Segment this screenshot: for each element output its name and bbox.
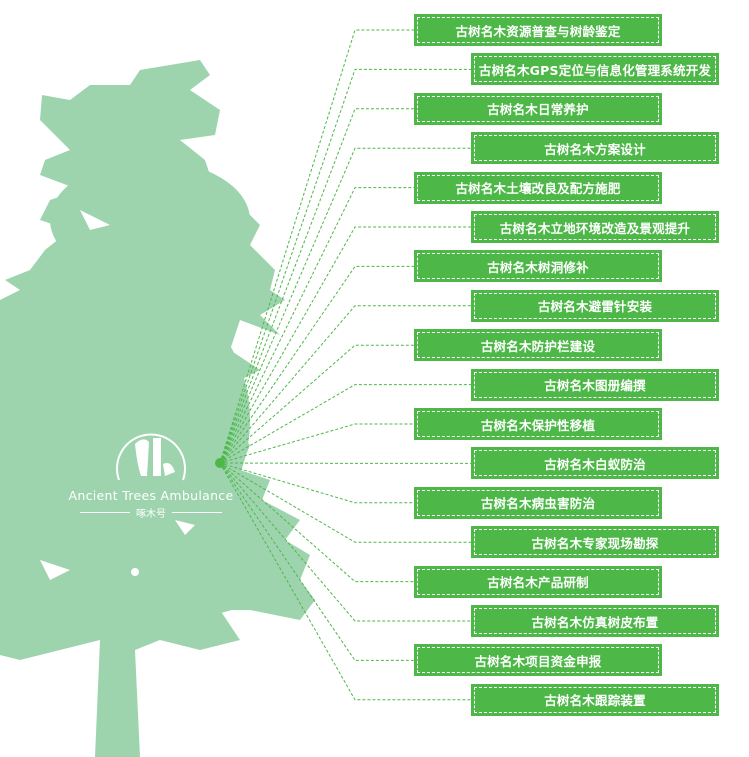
divider [80, 512, 130, 513]
service-item-label: 古树名木GPS定位与信息化管理系统开发 [474, 56, 716, 83]
service-item: 古树名木GPS定位与信息化管理系统开发 [471, 53, 719, 86]
service-item: 古树名木方案设计 [471, 132, 719, 165]
service-item-label: 古树名木方案设计 [474, 135, 716, 162]
connector-line [219, 226, 471, 464]
service-item: 古树名木专家现场勘探 [471, 526, 719, 559]
service-item-label: 古树名木项目资金申报 [417, 647, 659, 674]
service-item-label: 古树名木病虫害防治 [417, 489, 659, 516]
service-item-label: 古树名木资源普查与树龄鉴定 [417, 17, 659, 43]
service-item-label: 古树名木保护性移植 [417, 411, 659, 437]
connector-line [219, 462, 414, 504]
logo: Ancient Trees Ambulance 啄木号 [66, 424, 236, 520]
connector-line [219, 462, 471, 622]
service-item: 古树名木防护栏建设 [414, 329, 662, 362]
divider [172, 512, 222, 513]
service-item: 古树名木图册编撰 [471, 368, 719, 401]
connector-line [219, 108, 414, 464]
service-item-label: 古树名木日常养护 [417, 95, 659, 122]
service-item-label: 古树名木避雷针安装 [474, 292, 716, 319]
connector-line [219, 305, 471, 464]
service-item-label: 古树名木跟踪装置 [474, 686, 716, 713]
service-item-label: 古树名木白蚁防治 [474, 450, 716, 477]
connector-line [219, 384, 471, 464]
service-item: 古树名木保护性移植 [414, 408, 662, 440]
connector-line [219, 29, 414, 464]
service-item: 古树名木立地环境改造及景观提升 [471, 211, 719, 243]
service-item-label: 古树名木仿真树皮布置 [474, 608, 716, 634]
connector-line [219, 187, 414, 464]
service-item-label: 古树名木图册编撰 [474, 371, 716, 398]
service-item: 古树名木项目资金申报 [414, 644, 662, 677]
logo-chinese-text: 啄木号 [136, 509, 166, 520]
service-item: 古树名木资源普查与树龄鉴定 [414, 14, 662, 46]
connector-line [219, 423, 414, 464]
service-item: 古树名木避雷针安装 [471, 289, 719, 322]
service-item-label: 古树名木树洞修补 [417, 253, 659, 280]
service-item: 古树名木日常养护 [414, 92, 662, 125]
service-item: 古树名木树洞修补 [414, 250, 662, 283]
connector-line [219, 462, 471, 543]
connector-line [219, 147, 471, 464]
service-item: 古树名木产品研制 [414, 565, 662, 598]
service-item-label: 古树名木土壤改良及配方施肥 [417, 174, 659, 201]
service-item: 古树名木土壤改良及配方施肥 [414, 171, 662, 204]
connector-line [219, 462, 471, 701]
service-item: 古树名木病虫害防治 [414, 486, 662, 519]
service-item-label: 古树名木立地环境改造及景观提升 [474, 214, 716, 240]
connector-line [219, 68, 471, 464]
service-item: 古树名木跟踪装置 [471, 683, 719, 716]
connector-line [219, 265, 414, 464]
connector-line [219, 462, 414, 583]
service-item: 古树名木白蚁防治 [471, 447, 719, 480]
service-item-label: 古树名木产品研制 [417, 568, 659, 595]
hub-dot [215, 458, 225, 468]
service-item-label: 古树名木防护栏建设 [417, 332, 659, 359]
woodpecker-tree-logo-icon [116, 433, 186, 481]
service-item-label: 古树名木专家现场勘探 [474, 529, 716, 556]
connector-line [219, 462, 414, 661]
service-item: 古树名木仿真树皮布置 [471, 605, 719, 637]
logo-english-text: Ancient Trees Ambulance [68, 488, 234, 503]
